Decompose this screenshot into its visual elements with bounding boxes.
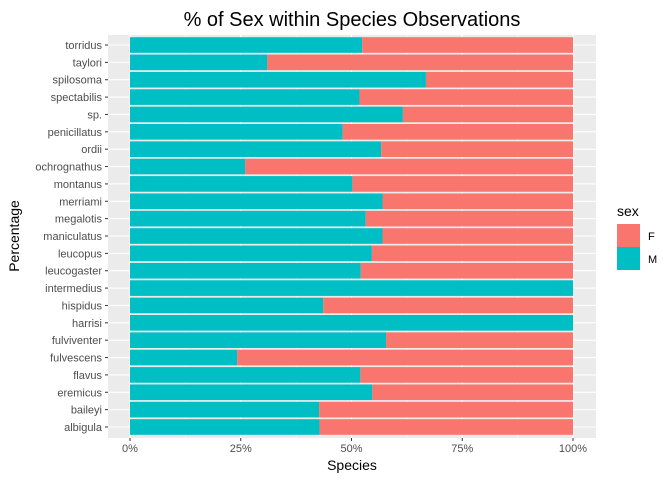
y-tick-label: taylori (73, 57, 102, 69)
legend-label-f: F (648, 231, 655, 243)
y-tick-label: baileyi (71, 405, 102, 417)
legend-key-f (617, 224, 640, 247)
y-tick-label: merriami (59, 196, 102, 208)
bar-f-montanus (352, 176, 573, 192)
bar-m-penicillatus (130, 124, 343, 140)
bar-m-flavus (130, 367, 361, 383)
bar-m-spilosoma (130, 71, 426, 88)
bar-m-fulviventer (130, 332, 387, 348)
bar-f-albigula (319, 419, 573, 435)
y-tick-label: fulviventer (52, 335, 102, 347)
bar-m-taylori (130, 54, 268, 71)
y-tick-label: eremicus (57, 387, 102, 399)
y-tick-label: montanus (54, 179, 103, 191)
y-tick-label: flavus (73, 370, 102, 382)
x-tick-labels: 0% 25% 50% 75% 100% (122, 438, 587, 455)
bar-f-torridus (362, 37, 573, 53)
bar-m-intermedius (130, 280, 573, 296)
y-tick-label: spilosoma (52, 75, 102, 87)
y-tick-label: leucopus (58, 248, 103, 260)
bar-f-fulviventer (386, 332, 573, 348)
bar-m-eremicus (130, 384, 373, 401)
bar-f-spectabilis (359, 89, 573, 105)
y-tick-label: fulvescens (50, 353, 102, 365)
bar-f-penicillatus (342, 124, 573, 140)
y-tick-label: spectabilis (51, 92, 103, 104)
y-tick-labels: torridus taylori spilosoma spectabilis sp. pe… (35, 40, 108, 434)
legend-key-m (617, 247, 640, 270)
y-tick-label: penicillatus (48, 127, 103, 139)
y-tick-label: leucogaster (45, 266, 102, 278)
legend-title: sex (617, 203, 639, 219)
bar-f-spilosoma (425, 71, 573, 88)
bar-f-fulvescens (237, 349, 573, 366)
y-tick-label: ordii (81, 144, 102, 156)
bar-f-ochrognathus (245, 158, 573, 175)
bar-m-leucogaster (130, 262, 361, 279)
bar-f-maniculatus (382, 228, 573, 244)
y-axis-label: Percentage (6, 200, 22, 272)
x-axis-label: Species (327, 457, 377, 473)
x-tick-label: 25% (230, 443, 252, 455)
bar-m-albigula (130, 419, 320, 435)
y-tick-label: megalotis (55, 214, 103, 226)
bar-m-spectabilis (130, 89, 360, 105)
y-tick-label: harrisi (72, 318, 102, 330)
bar-m-torridus (130, 37, 363, 53)
bar-f-baileyi (319, 401, 573, 418)
bar-m-ochrognathus (130, 158, 246, 175)
y-tick-label: sp. (87, 109, 102, 121)
bar-m-merriami (130, 193, 383, 210)
bar-f-taylori (267, 54, 573, 71)
bar-f-megalotis (365, 210, 573, 227)
y-tick-label: torridus (65, 40, 102, 52)
bar-m-montanus (130, 176, 353, 192)
bar-m-maniculatus (130, 228, 383, 244)
bar-m-sp (130, 106, 403, 123)
bar-m-fulvescens (130, 349, 238, 366)
bar-f-merriami (382, 193, 573, 210)
y-tick-label: hispidus (62, 300, 103, 312)
bar-f-eremicus (372, 384, 573, 401)
legend-label-m: M (648, 254, 657, 266)
legend: sex F M (617, 203, 657, 270)
y-tick-label: ochrognathus (35, 162, 102, 174)
bar-f-hispidus (323, 297, 573, 314)
bar-f-leucogaster (360, 262, 573, 279)
x-tick-label: 0% (122, 443, 138, 455)
x-tick-label: 50% (340, 443, 362, 455)
chart-title: % of Sex within Species Observations (184, 9, 521, 31)
x-tick-label: 100% (559, 443, 587, 455)
y-tick-label: albigula (64, 422, 103, 434)
bar-f-leucopus (371, 245, 573, 262)
y-tick-label: intermedius (45, 283, 102, 295)
bar-m-ordii (130, 141, 382, 157)
y-tick-label: maniculatus (43, 231, 102, 243)
bar-m-leucopus (130, 245, 372, 262)
bar-m-hispidus (130, 297, 324, 314)
bar-f-ordii (381, 141, 573, 157)
bar-m-baileyi (130, 401, 320, 418)
bars-layer (130, 37, 573, 435)
bar-f-flavus (360, 367, 573, 383)
bar-f-sp (402, 106, 573, 123)
x-tick-label: 75% (451, 443, 473, 455)
bar-m-harrisi (130, 315, 573, 331)
bar-m-megalotis (130, 210, 366, 227)
